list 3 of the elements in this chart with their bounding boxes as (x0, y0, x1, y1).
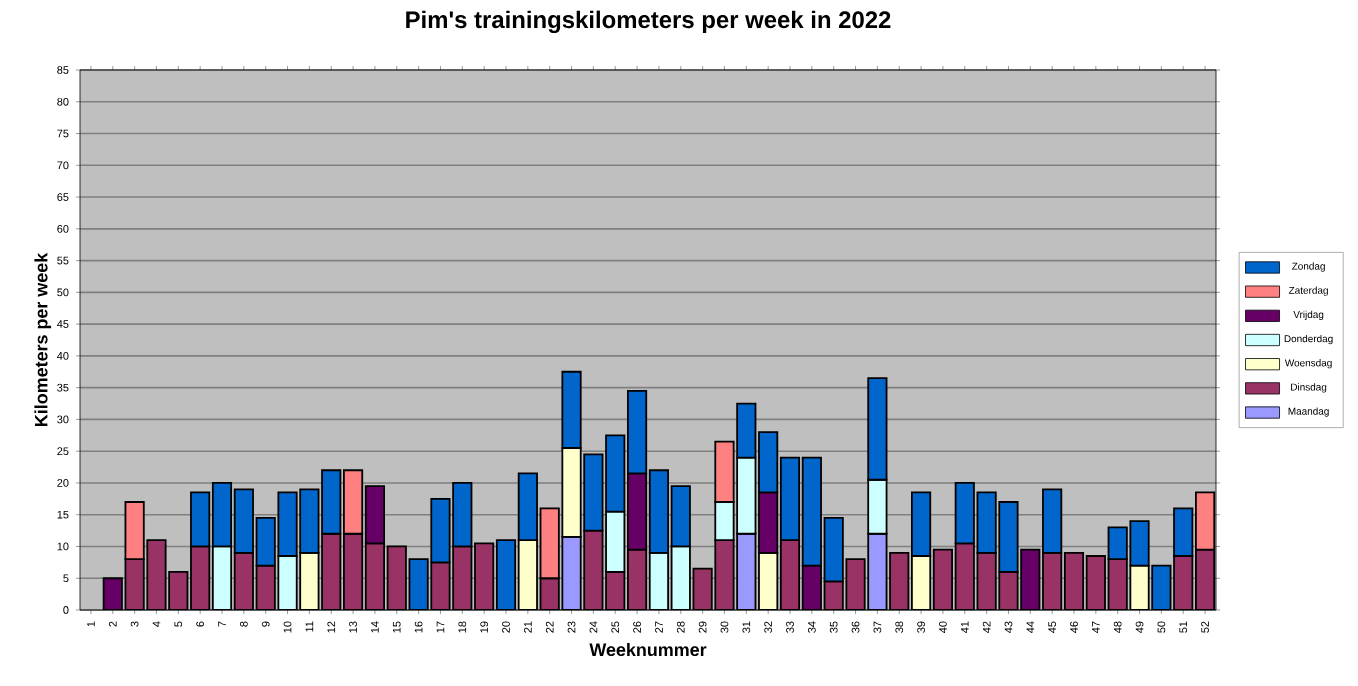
chart-title: Pim's trainingskilometers per week in 2022 (406, 10, 891, 33)
y-axis-title: Kilometers per week (34, 252, 52, 427)
x-axis-title: Weeknummer (589, 642, 707, 657)
